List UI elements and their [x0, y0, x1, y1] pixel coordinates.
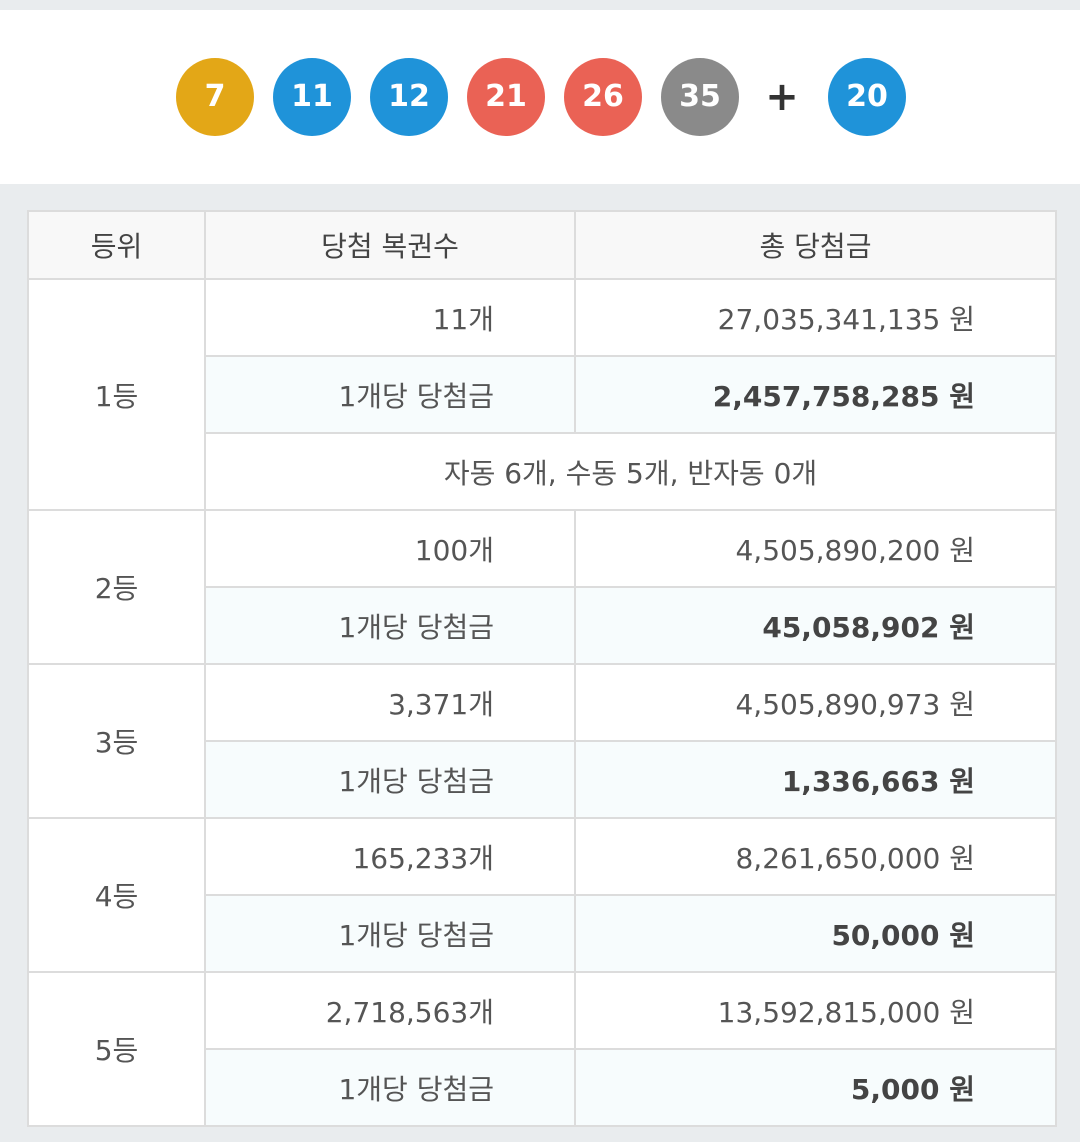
header-winning-tickets: 당첨 복권수: [204, 210, 576, 280]
header-rank: 등위: [27, 210, 206, 280]
per-ticket-amount: 5,000 원: [574, 1048, 1057, 1127]
table-row: 1개당 당첨금 45,058,902 원: [28, 586, 1057, 665]
table-row: 1개당 당첨금 5,000 원: [28, 1048, 1057, 1127]
table-row: 1개당 당첨금 50,000 원: [28, 894, 1057, 973]
per-ticket-amount: 50,000 원: [574, 894, 1057, 973]
table-row: 5등 2,718,563개 13,592,815,000 원: [27, 971, 1057, 1127]
rank-cell: 5등: [27, 971, 206, 1127]
number-ball: 35: [661, 58, 739, 136]
winner-count-cell: 2,718,563개: [204, 971, 576, 1050]
per-ticket-label: 1개당 당첨금: [204, 740, 576, 819]
number-ball: 21: [467, 58, 545, 136]
total-prize-cell: 13,592,815,000 원: [574, 971, 1057, 1050]
winner-count-cell: 11개: [204, 278, 576, 357]
total-prize-cell: 8,261,650,000 원: [574, 817, 1057, 896]
number-ball: 26: [564, 58, 642, 136]
table-row: 1등 11개 27,035,341,135 원: [27, 278, 1057, 511]
winning-numbers-panel: 7 11 12 21 26 35 + 20: [0, 10, 1080, 184]
table-row: 4등 165,233개 8,261,650,000 원: [27, 817, 1057, 973]
table-row: 1개당 당첨금 1,336,663 원: [28, 740, 1057, 819]
header-total-prize: 총 당첨금: [574, 210, 1057, 280]
per-ticket-label: 1개당 당첨금: [204, 355, 576, 434]
table-row: 3등 3,371개 4,505,890,973 원: [27, 663, 1057, 819]
number-ball: 7: [176, 58, 254, 136]
table-row: 1개당 당첨금 2,457,758,285 원: [28, 355, 1057, 434]
rank-cell: 2등: [27, 509, 206, 665]
per-ticket-label: 1개당 당첨금: [204, 1048, 576, 1127]
total-prize-cell: 4,505,890,973 원: [574, 663, 1057, 742]
purchase-method-breakdown: 자동 6개, 수동 5개, 반자동 0개: [204, 432, 1057, 511]
winner-count-cell: 100개: [204, 509, 576, 588]
table-row: 자동 6개, 수동 5개, 반자동 0개: [28, 432, 1057, 511]
per-ticket-amount: 1,336,663 원: [574, 740, 1057, 819]
rank-cell: 1등: [27, 278, 206, 511]
per-ticket-amount: 45,058,902 원: [574, 586, 1057, 665]
per-ticket-label: 1개당 당첨금: [204, 894, 576, 973]
per-ticket-label: 1개당 당첨금: [204, 586, 576, 665]
table-row: 2등 100개 4,505,890,200 원: [27, 509, 1057, 665]
total-prize-cell: 4,505,890,200 원: [574, 509, 1057, 588]
number-ball: 12: [370, 58, 448, 136]
plus-icon: +: [765, 74, 799, 120]
total-prize-cell: 27,035,341,135 원: [574, 278, 1057, 357]
rank-cell: 4등: [27, 817, 206, 973]
bonus-number-ball: 20: [828, 58, 906, 136]
number-ball: 11: [273, 58, 351, 136]
winner-count-cell: 165,233개: [204, 817, 576, 896]
winner-count-cell: 3,371개: [204, 663, 576, 742]
table-header-row: 등위 당첨 복권수 총 당첨금: [27, 210, 1057, 280]
prize-results-table: 등위 당첨 복권수 총 당첨금 1등 11개 27,035,341,135 원 …: [27, 210, 1057, 1127]
per-ticket-amount: 2,457,758,285 원: [574, 355, 1057, 434]
rank-cell: 3등: [27, 663, 206, 819]
